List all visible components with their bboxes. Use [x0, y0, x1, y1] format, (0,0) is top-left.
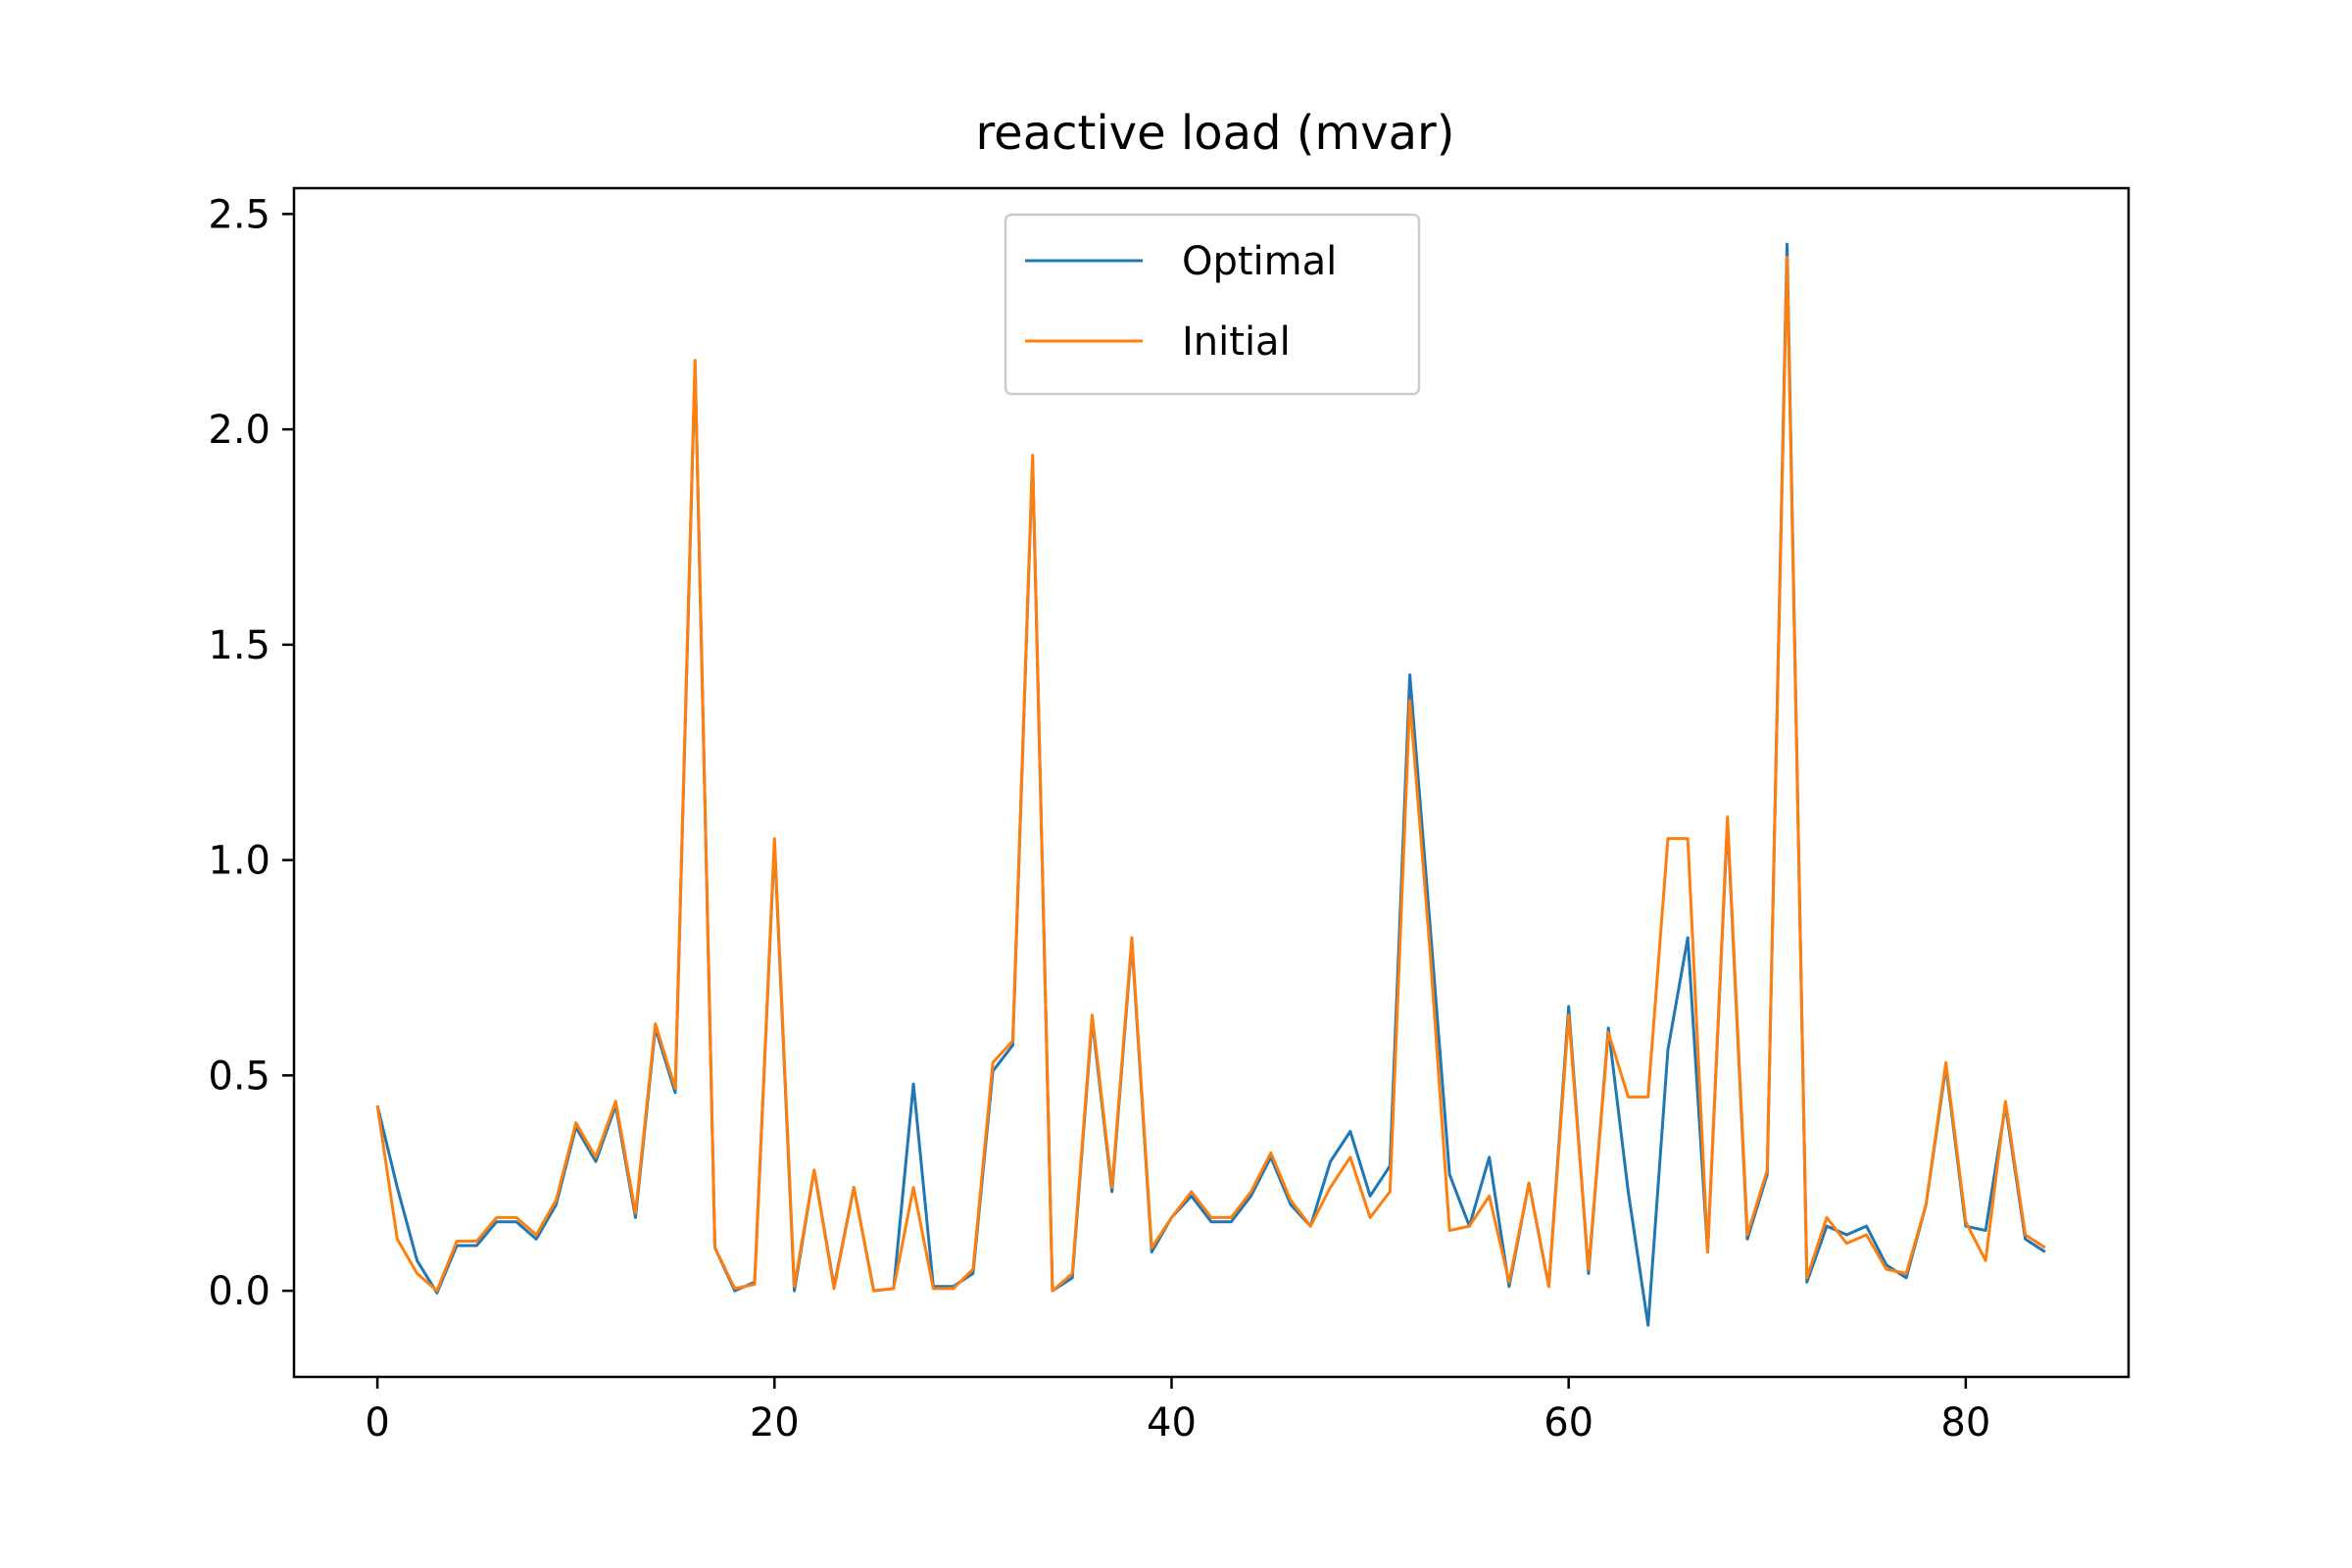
chart-title: reactive load (mvar)	[976, 106, 1455, 161]
y-tick-label: 2.0	[208, 408, 270, 453]
y-tick-label: 1.0	[208, 839, 270, 884]
x-tick-label: 40	[1147, 1400, 1197, 1446]
y-tick-label: 1.5	[208, 623, 270, 668]
x-tick-label: 0	[365, 1400, 389, 1446]
y-tick-label: 2.5	[208, 192, 270, 237]
legend-label-initial: Initial	[1182, 319, 1291, 365]
y-tick-label: 0.5	[208, 1054, 270, 1099]
legend-label-optimal: Optimal	[1182, 239, 1337, 284]
x-tick-label: 80	[1940, 1400, 1990, 1446]
axis-ticks: 0 20 40 60 80 0.0 0.5 1.0 1.5 2.0 2.5	[208, 192, 1990, 1446]
series-line-initial	[375, 255, 2046, 1293]
x-tick-label: 20	[750, 1400, 800, 1446]
plot-area	[375, 242, 2046, 1327]
x-tick-label: 60	[1544, 1400, 1593, 1446]
y-tick-label: 0.0	[208, 1269, 270, 1314]
legend: Optimal Initial	[1004, 213, 1421, 396]
axes-frame	[292, 186, 2131, 1379]
